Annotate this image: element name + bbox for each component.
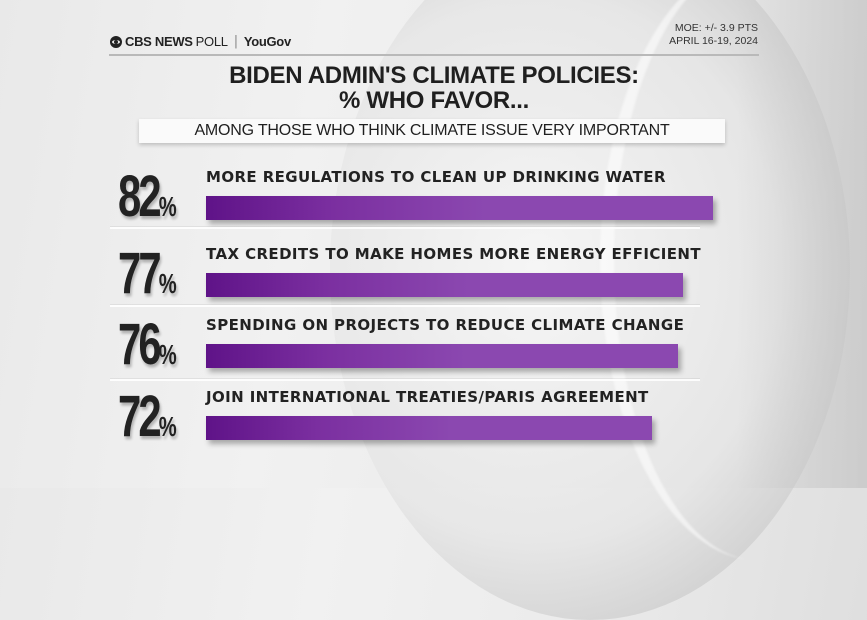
- percent-number: 82: [118, 164, 162, 229]
- brand-network: CBS NEWS: [125, 34, 193, 49]
- bar-label: SPENDING ON PROJECTS TO REDUCE CLIMATE C…: [206, 316, 685, 334]
- bar: [206, 273, 683, 297]
- cbs-eye-icon: [110, 35, 122, 48]
- title-line-1: BIDEN ADMIN'S CLIMATE POLICIES:: [229, 62, 639, 89]
- percent-sign: %: [158, 268, 177, 299]
- row-divider: [110, 227, 700, 229]
- bar-row: 77% TAX CREDITS TO MAKE HOMES MORE ENERG…: [110, 245, 770, 315]
- percent-sign: %: [158, 411, 177, 442]
- brand-separator: |: [233, 34, 238, 49]
- bar-row: 82% MORE REGULATIONS TO CLEAN UP DRINKIN…: [110, 168, 770, 238]
- percent-value: 72%: [118, 388, 177, 456]
- poll-meta: MOE: +/- 3.9 PTS APRIL 16-19, 2024: [669, 22, 758, 48]
- title-line-2: % WHO FAVOR...: [338, 87, 530, 114]
- background-shade: [737, 0, 867, 488]
- bar-row: 72% JOIN INTERNATIONAL TREATIES/PARIS AG…: [110, 388, 770, 458]
- percent-number: 72: [118, 384, 162, 449]
- row-divider: [110, 379, 700, 381]
- brand-partner: YouGov: [243, 34, 291, 49]
- bar: [206, 196, 713, 220]
- chart-title: BIDEN ADMIN'S CLIMATE POLICIES: % WHO FA…: [109, 63, 759, 113]
- bar-label: JOIN INTERNATIONAL TREATIES/PARIS AGREEM…: [206, 388, 649, 406]
- percent-sign: %: [158, 339, 177, 370]
- bar: [206, 416, 652, 440]
- bar: [206, 344, 678, 368]
- bar-label: MORE REGULATIONS TO CLEAN UP DRINKING WA…: [206, 168, 666, 186]
- brand-product: POLL: [195, 34, 228, 49]
- graphic: CBS NEWS POLL | YouGov MOE: +/- 3.9 PTS …: [109, 22, 770, 458]
- row-divider: [110, 305, 700, 307]
- chart-subtitle: AMONG THOSE WHO THINK CLIMATE ISSUE VERY…: [139, 119, 725, 143]
- percent-value: 76%: [118, 316, 177, 384]
- percent-sign: %: [158, 191, 177, 222]
- percent-number: 76: [118, 312, 162, 377]
- margin-of-error: MOE: +/- 3.9 PTS: [674, 22, 758, 34]
- bar-label: TAX CREDITS TO MAKE HOMES MORE ENERGY EF…: [206, 245, 701, 263]
- header-rule: [109, 54, 759, 56]
- brand-logo: CBS NEWS POLL | YouGov: [110, 34, 291, 49]
- percent-number: 77: [118, 241, 162, 306]
- percent-value: 82%: [118, 168, 177, 236]
- bar-row: 76% SPENDING ON PROJECTS TO REDUCE CLIMA…: [110, 316, 770, 386]
- percent-value: 77%: [118, 245, 177, 313]
- poll-dates: APRIL 16-19, 2024: [669, 35, 758, 47]
